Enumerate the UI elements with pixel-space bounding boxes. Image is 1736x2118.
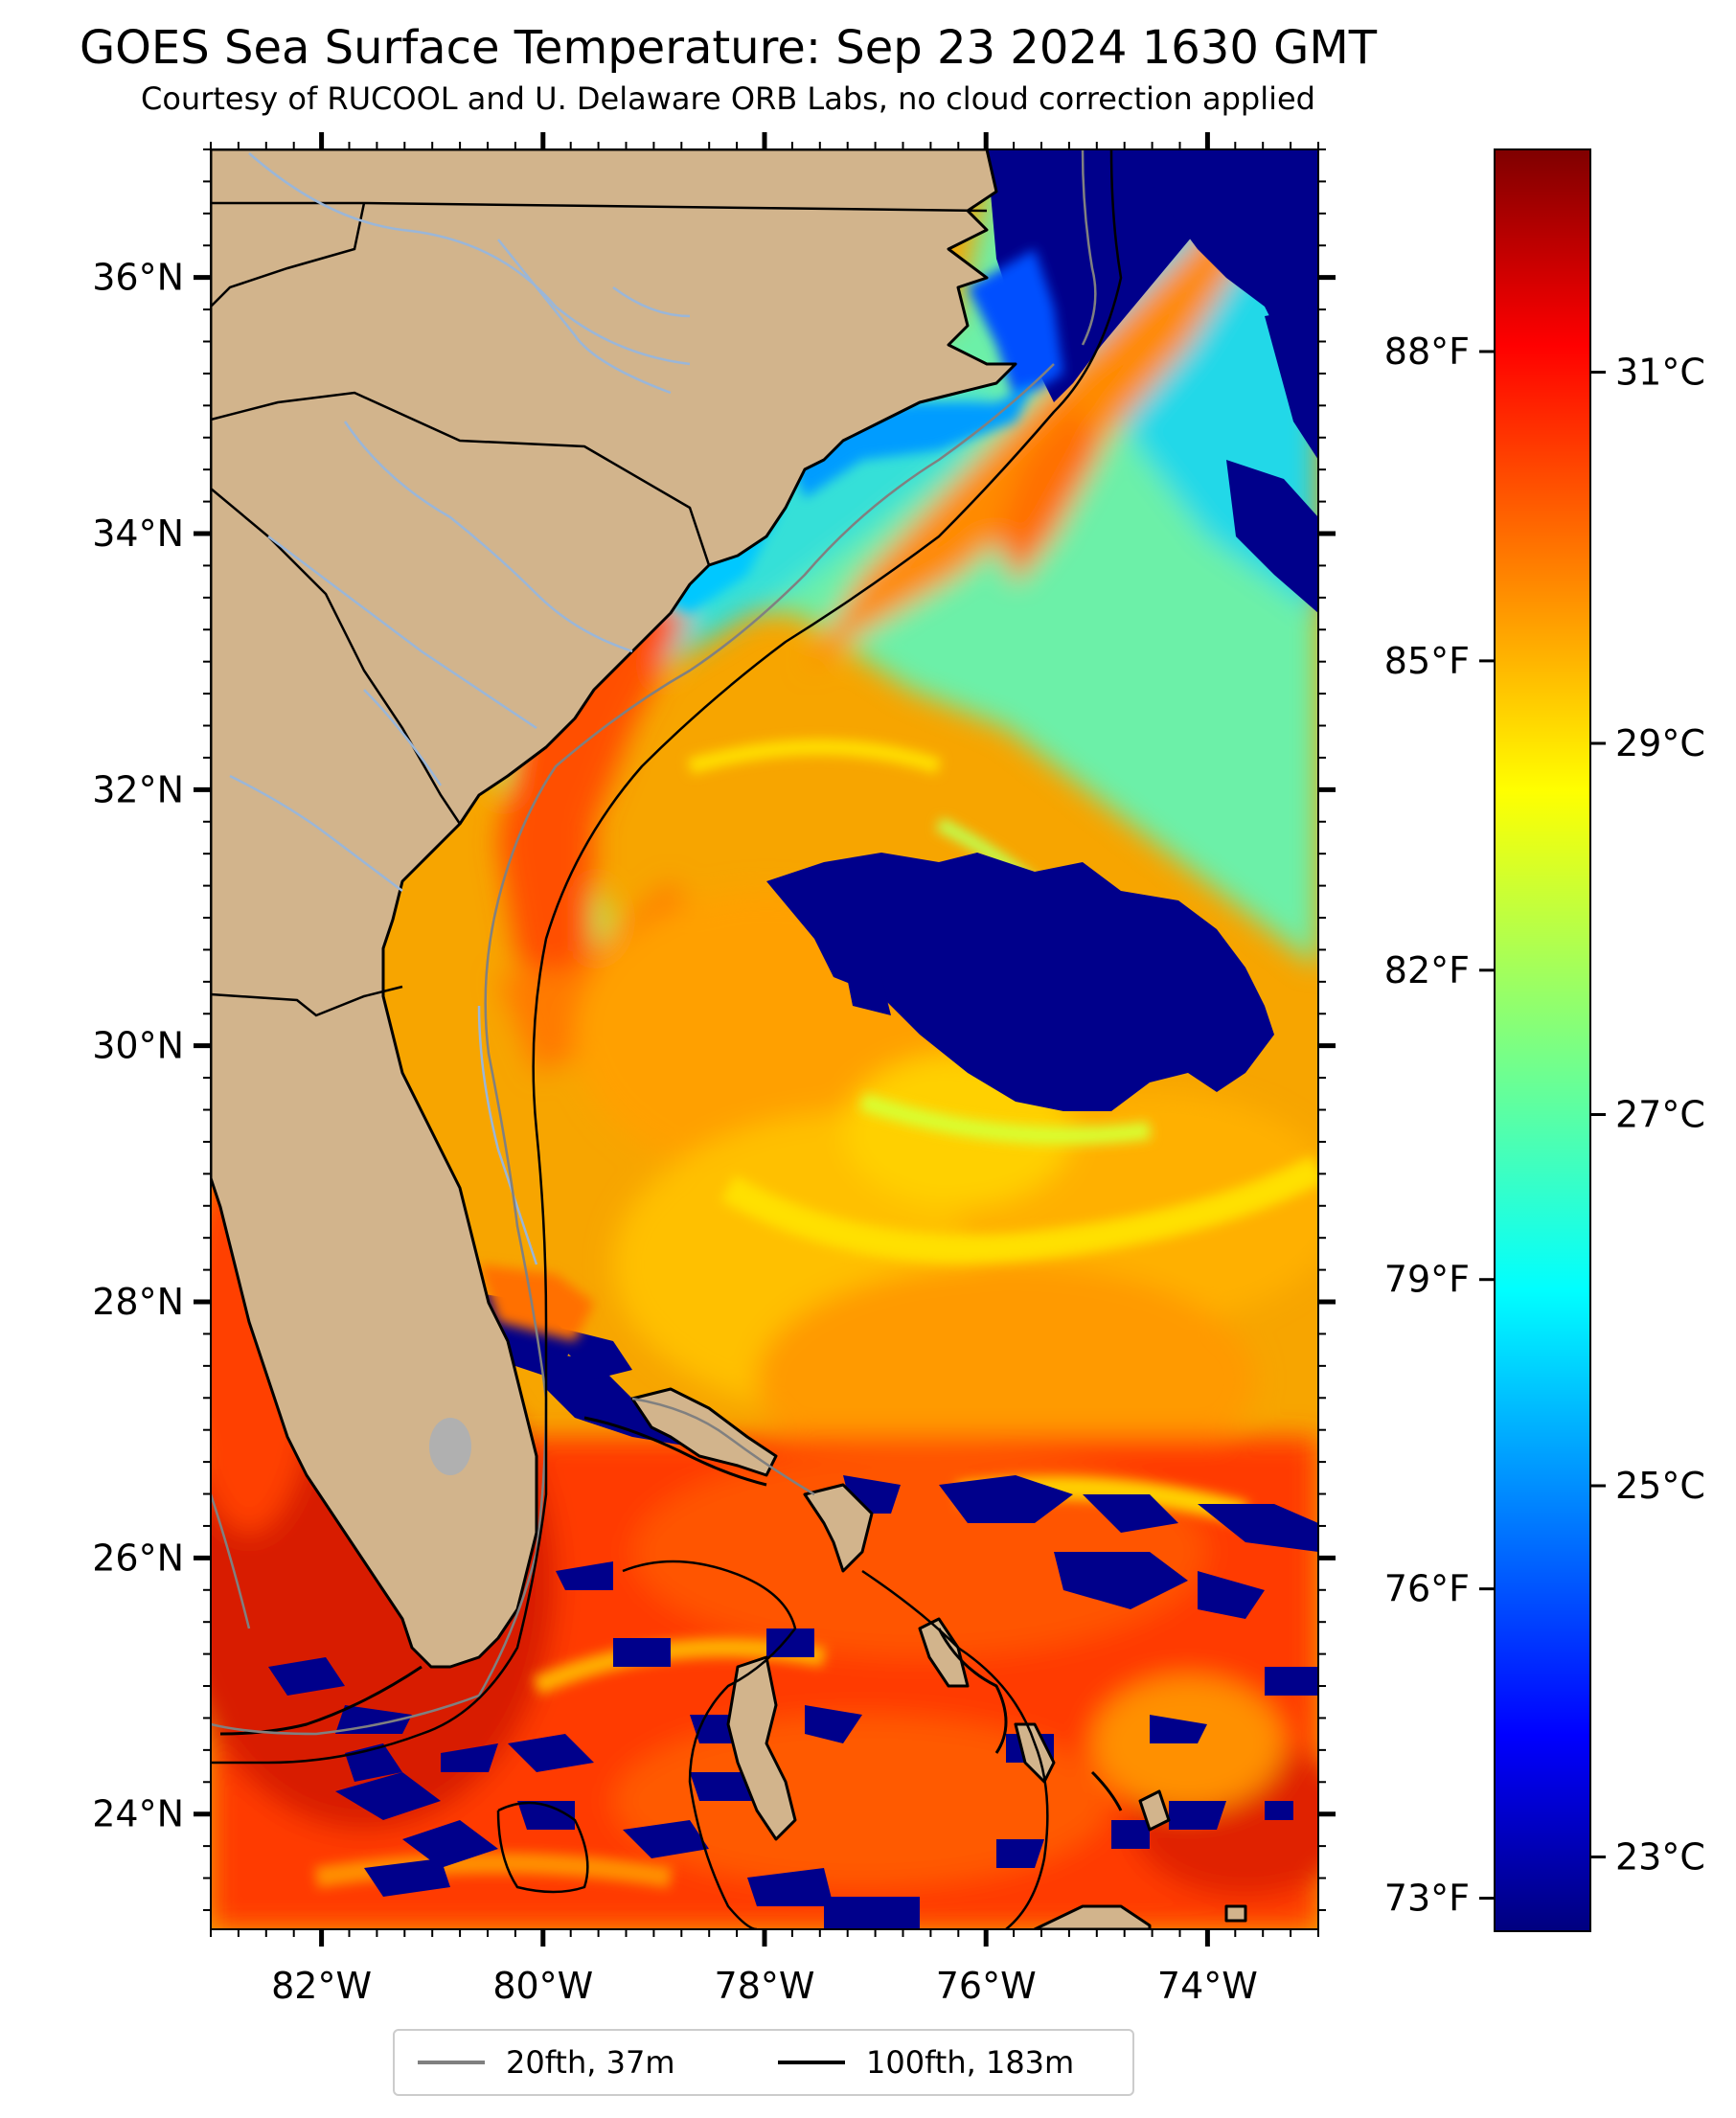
- depth-contour-20fth: [211, 149, 1097, 1736]
- lat-tick-label: 34°N: [92, 512, 184, 555]
- rivers: [229, 152, 691, 1265]
- celsius-tick-label: 23°C: [1615, 1836, 1705, 1879]
- lat-tick-label: 32°N: [92, 768, 184, 810]
- legend: 20fth, 37m 100fth, 183m: [393, 2029, 1134, 2096]
- legend-item-100fth: 100fth, 183m: [778, 2031, 1074, 2094]
- map-area: [211, 149, 1318, 1929]
- map-subtitle: Courtesy of RUCOOL and U. Delaware ORB L…: [141, 80, 1315, 117]
- map-title: GOES Sea Surface Temperature: Sep 23 202…: [79, 21, 1378, 75]
- colorbar-axes: 31°C 29°C 27°C 25°C 23°C 88°F 85°F 82°F 79°F 76°F…: [1384, 330, 1705, 1920]
- legend-swatch-100fth: [778, 2061, 845, 2064]
- legend-swatch-20fth: [418, 2061, 485, 2064]
- lat-tick-label: 24°N: [92, 1793, 184, 1835]
- colorbar: [1494, 148, 1591, 1932]
- lon-tick-label: 74°W: [1157, 1965, 1258, 2007]
- fahrenheit-tick-label: 82°F: [1384, 949, 1470, 991]
- legend-label-20fth: 20fth, 37m: [506, 2044, 675, 2081]
- celsius-tick-label: 29°C: [1615, 722, 1705, 764]
- lat-tick-label: 30°N: [92, 1025, 184, 1067]
- lat-tick-label: 28°N: [92, 1281, 184, 1323]
- lat-tick-label: 36°N: [92, 257, 184, 299]
- legend-label-100fth: 100fth, 183m: [866, 2044, 1075, 2081]
- depth-contour-100fth: [211, 149, 1123, 1929]
- map-axes: 82°W 80°W 78°W 76°W 74°W 36°N 34°N 32°N 30°N 28°N…: [92, 132, 1336, 2007]
- cloud-masks: [268, 149, 1318, 1929]
- lake-okeechobee: [429, 1418, 471, 1475]
- celsius-tick-label: 31°C: [1615, 352, 1705, 394]
- fahrenheit-tick-label: 88°F: [1384, 330, 1470, 373]
- fahrenheit-tick-label: 73°F: [1384, 1878, 1470, 1920]
- islands-outline: [219, 1416, 1123, 1811]
- legend-item-20fth: 20fth, 37m: [418, 2031, 674, 2094]
- land: [211, 149, 1247, 1929]
- lon-tick-label: 76°W: [936, 1965, 1037, 2007]
- celsius-tick-label: 27°C: [1615, 1094, 1705, 1136]
- lon-tick-label: 82°W: [271, 1965, 372, 2007]
- fahrenheit-tick-label: 76°F: [1384, 1568, 1470, 1610]
- lon-tick-label: 80°W: [492, 1965, 593, 2007]
- fahrenheit-tick-label: 85°F: [1384, 640, 1470, 682]
- celsius-tick-label: 25°C: [1615, 1465, 1705, 1507]
- lat-tick-label: 26°N: [92, 1537, 184, 1579]
- fahrenheit-tick-label: 79°F: [1384, 1259, 1470, 1301]
- lon-tick-label: 78°W: [715, 1965, 815, 2007]
